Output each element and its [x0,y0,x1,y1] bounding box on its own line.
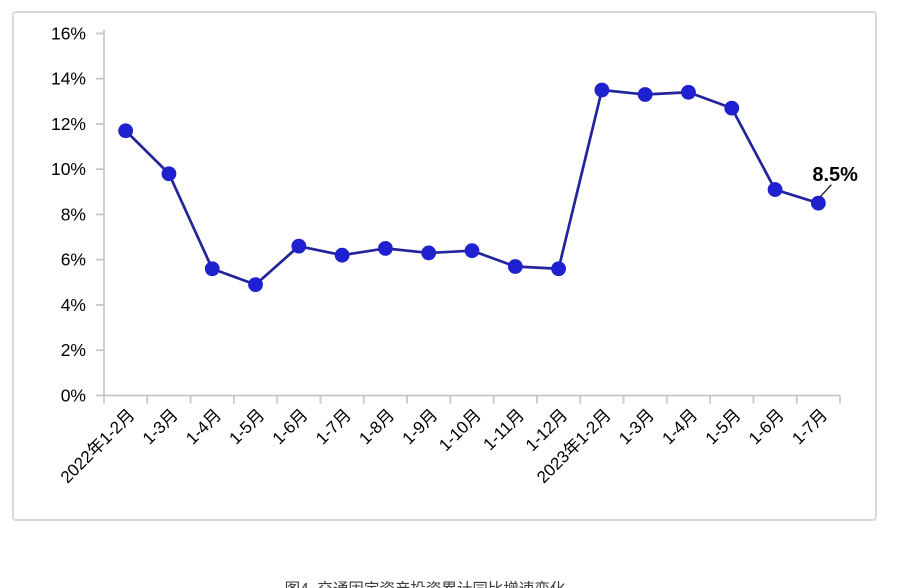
x-tick-label: 1-5月 [226,405,269,448]
x-tick-label: 1-3月 [615,405,658,448]
y-tick-label: 8% [61,204,86,224]
data-point-2022年1-2月 [118,123,134,139]
data-point-1-7月 [810,195,826,211]
x-tick-label: 2022年1-2月 [57,405,139,487]
data-point-1-9月 [421,245,437,261]
y-tick-label: 2% [61,340,86,360]
x-tick-label: 1-3月 [139,405,182,448]
annotation-value-label: 8.5% [812,164,858,186]
data-point-1-4月 [681,84,696,100]
figure-caption-title: 图4 交通固定资产投资累计同比增速变化 [0,578,850,588]
data-point-1-5月 [724,100,740,116]
data-point-1-12月 [551,261,566,277]
x-tick-label: 1-4月 [658,405,701,448]
figure-caption: 图4 交通固定资产投资累计同比增速变化 (以上综合统计数据源自交通运输部综合规划… [0,530,850,588]
data-point-1-10月 [464,243,480,259]
y-tick-label: 10% [51,159,86,179]
x-tick-label: 1-11月 [479,405,528,454]
data-point-1-3月 [637,87,653,102]
y-tick-label: 0% [61,386,86,406]
annotation-leader-line [819,184,832,198]
x-tick-label: 1-6月 [745,405,788,448]
data-point-1-11月 [507,259,523,274]
data-point-1-6月 [767,182,783,197]
data-point-1-3月 [161,166,177,182]
y-tick-label: 16% [51,23,86,43]
y-tick-label: 14% [51,69,86,89]
x-tick-label: 1-10月 [435,405,485,455]
data-point-1-7月 [334,247,350,263]
y-tick-label: 6% [61,250,86,270]
x-tick-label: 1-8月 [355,405,398,448]
data-point-1-4月 [204,261,220,277]
y-tick-label: 12% [51,114,86,134]
chart-frame [12,11,877,521]
x-tick-label: 1-4月 [182,405,225,448]
x-tick-label: 1-7月 [788,405,831,448]
x-tick-label: 1-6月 [269,405,312,448]
data-point-1-5月 [248,277,263,293]
data-point-2023年1-2月 [594,82,610,98]
x-tick-label: 1-5月 [702,405,745,448]
data-point-1-6月 [291,238,307,254]
x-tick-label: 1-7月 [312,405,355,448]
data-point-1-8月 [378,241,393,256]
y-tick-label: 4% [61,295,86,315]
